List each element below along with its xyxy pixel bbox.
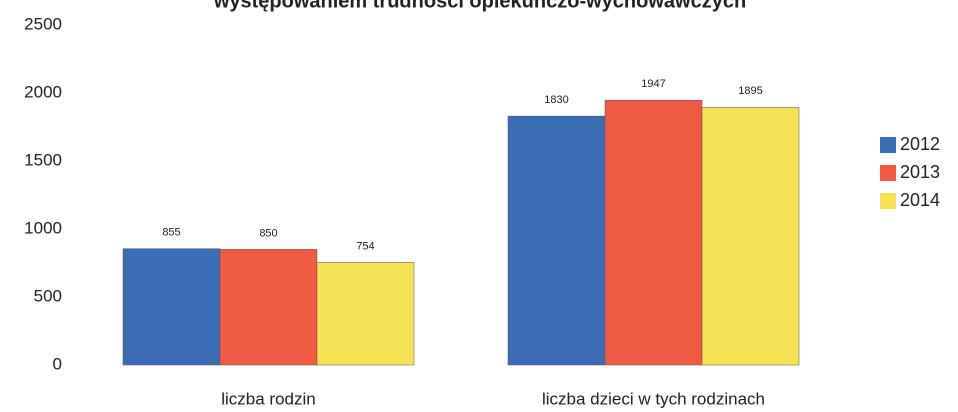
- legend-label: 2013: [900, 162, 940, 182]
- value-label: 1830: [544, 94, 568, 106]
- bar: [604, 99, 703, 366]
- bar: [122, 248, 221, 366]
- legend-swatch: [880, 165, 896, 181]
- bar: [507, 115, 606, 366]
- chart-title: występowaniem trudności opiekuńczo-wycho…: [213, 0, 746, 12]
- value-label: 1895: [738, 85, 762, 97]
- bar: [701, 107, 800, 366]
- legend-swatch: [880, 137, 896, 153]
- x-tick-label: liczba dzieci w tych rodzinach: [542, 389, 765, 408]
- y-tick-label: 500: [34, 286, 62, 305]
- value-label: 850: [259, 227, 277, 239]
- y-tick-label: 0: [53, 354, 62, 373]
- x-tick-label: liczba rodzin: [221, 389, 316, 408]
- legend-label: 2012: [900, 134, 940, 154]
- bar: [316, 262, 415, 366]
- y-tick-label: 2000: [24, 82, 62, 101]
- legend-swatch: [880, 193, 896, 209]
- y-tick-label: 1000: [24, 218, 62, 237]
- y-tick-label: 2500: [24, 14, 62, 33]
- y-tick-label: 1500: [24, 150, 62, 169]
- bar: [219, 249, 318, 366]
- value-label: 754: [356, 240, 374, 252]
- value-label: 855: [162, 227, 180, 239]
- value-label: 1947: [641, 78, 665, 90]
- legend-label: 2014: [900, 190, 940, 210]
